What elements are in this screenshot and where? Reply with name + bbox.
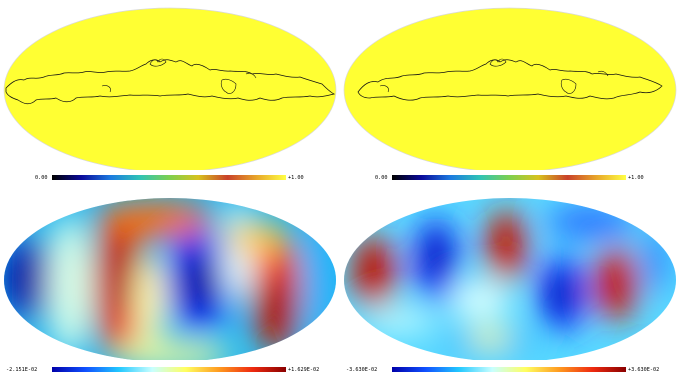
mollweide-map-field	[344, 198, 676, 360]
colorbar-min-label: 0.00	[35, 175, 48, 181]
colorbar-max-label: +1.00	[288, 175, 304, 181]
colorbar	[52, 367, 286, 372]
galactic-plane-contour	[357, 59, 663, 101]
colorbar-max-label: +1.00	[628, 175, 644, 181]
mollweide-map-mask	[3, 7, 337, 170]
panel-bottom-right: -3.630E-02 +3.630E-02	[340, 190, 680, 380]
colorbar-max-label: +3.630E-02	[628, 367, 660, 373]
colorbar	[392, 367, 626, 372]
mollweide-map-field	[4, 198, 336, 360]
colorbar-min-label: -3.630E-02	[346, 367, 378, 373]
colorbar-min-label: 0.00	[375, 175, 388, 181]
sky-ellipse	[343, 7, 677, 170]
sky-ellipse	[3, 7, 337, 170]
panel-top-right: 0.00 +1.00	[340, 0, 680, 190]
contour-island	[379, 58, 609, 94]
panel-top-left: 0.00 +1.00	[0, 0, 340, 190]
galactic-plane-contour	[5, 59, 336, 105]
mollweide-map-mask	[343, 7, 677, 170]
colorbar	[52, 175, 286, 180]
colorbar	[392, 175, 626, 180]
panel-bottom-left: -2.151E-02 +1.629E-02	[0, 190, 340, 380]
colorbar-min-label: -2.151E-02	[6, 367, 38, 373]
contour-island	[101, 58, 257, 94]
colorbar-max-label: +1.629E-02	[288, 367, 320, 373]
